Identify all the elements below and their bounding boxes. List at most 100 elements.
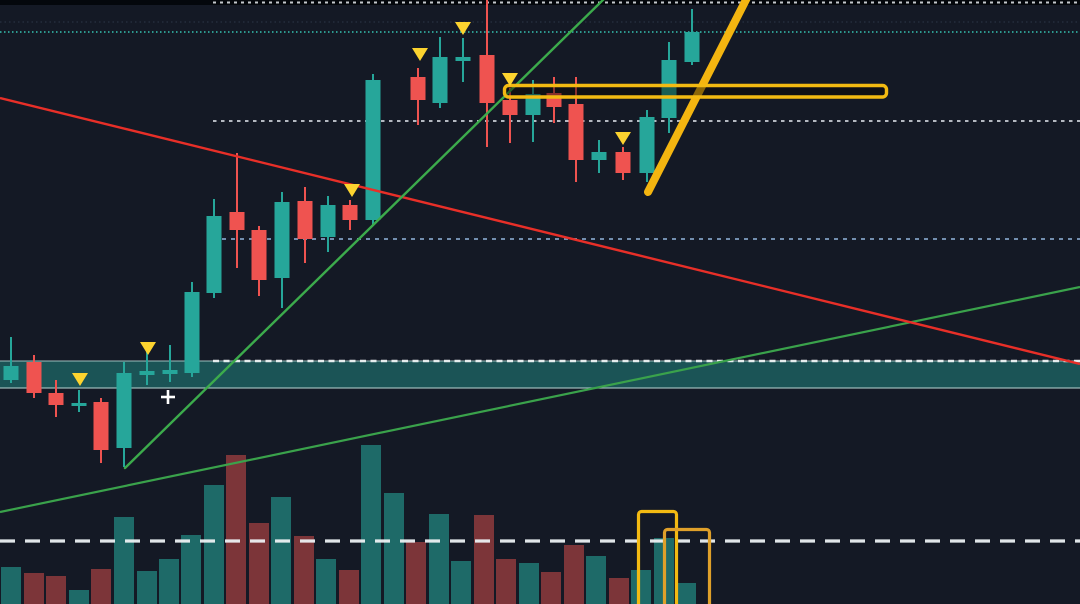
- volume-bar-down: [46, 576, 66, 604]
- candle-body: [479, 55, 495, 103]
- volume-bar-up: [271, 497, 291, 604]
- triangle-down-marker[interactable]: [140, 342, 156, 355]
- red-trend-line[interactable]: [0, 96, 1080, 366]
- volume-bar-down: [541, 572, 561, 604]
- candle-body: [26, 362, 42, 393]
- green-trend-line-steep[interactable]: [123, 0, 605, 470]
- candle-body: [139, 371, 155, 375]
- candle-body: [455, 57, 471, 61]
- candle-up: [639, 110, 655, 182]
- volume-bar-up: [316, 559, 336, 604]
- candle-body: [206, 216, 222, 293]
- candle-body: [591, 152, 607, 160]
- volume-bar-up: [676, 583, 696, 604]
- candle-body: [684, 32, 700, 62]
- volume-bar-up: [361, 445, 381, 604]
- candle-down: [615, 147, 631, 180]
- candle-up: [3, 337, 19, 383]
- candle-body: [568, 104, 584, 160]
- candle-up: [139, 348, 155, 385]
- candle-body: [297, 201, 313, 239]
- volume-bar-down: [226, 455, 246, 604]
- candle-up: [206, 199, 222, 298]
- volume-bar-up: [1, 567, 21, 604]
- yellow-volume-box-2[interactable]: [662, 527, 712, 604]
- volume-bar-up: [159, 559, 179, 604]
- volume-bar-down: [496, 559, 516, 604]
- candle-down: [297, 187, 313, 263]
- candle-body: [320, 205, 336, 237]
- volume-bar-up: [519, 563, 539, 604]
- candle-down: [48, 380, 64, 417]
- candle-body: [365, 80, 381, 220]
- candle-down: [342, 200, 358, 230]
- candle-down: [26, 355, 42, 398]
- volume-bar-up: [451, 561, 471, 604]
- candle-body: [93, 402, 109, 450]
- volume-bar-down: [294, 536, 314, 604]
- candle-body: [3, 366, 19, 380]
- volume-bar-down: [474, 515, 494, 604]
- candle-body: [184, 292, 200, 373]
- candle-body: [71, 403, 87, 406]
- volume-bar-up: [69, 590, 89, 604]
- volume-bar-up: [204, 485, 224, 604]
- triangle-down-marker[interactable]: [615, 132, 631, 145]
- candle-body: [48, 393, 64, 405]
- candle-body: [274, 202, 290, 278]
- volume-bar-down: [406, 542, 426, 604]
- volume-bar-up: [114, 517, 134, 604]
- volume-bar-down: [249, 523, 269, 604]
- candle-down: [251, 226, 267, 296]
- candle-body: [432, 57, 448, 103]
- candle-up: [432, 37, 448, 108]
- volume-bar-up: [181, 535, 201, 604]
- candle-body: [502, 100, 518, 115]
- candle-up: [525, 80, 541, 142]
- candle-up: [591, 140, 607, 173]
- candle-body: [162, 370, 178, 374]
- candle-body: [410, 77, 426, 100]
- candle-up: [684, 9, 700, 65]
- triangle-down-marker[interactable]: [502, 73, 518, 86]
- candle-up: [320, 196, 336, 252]
- triangle-down-marker[interactable]: [412, 48, 428, 61]
- volume-bar-up: [137, 571, 157, 604]
- candle-down: [568, 77, 584, 182]
- candle-down: [229, 153, 245, 268]
- yellow-price-range-box[interactable]: [502, 83, 889, 99]
- volume-bar-down: [91, 569, 111, 604]
- candle-body: [116, 373, 132, 448]
- candle-up: [71, 390, 87, 412]
- candle-body: [525, 94, 541, 115]
- volume-bar-up: [586, 556, 606, 604]
- candle-body: [251, 230, 267, 280]
- candle-up: [661, 42, 677, 133]
- triangle-down-marker[interactable]: [344, 184, 360, 197]
- yellow-thick-trend-line[interactable]: [644, 0, 751, 196]
- candle-down: [93, 398, 109, 463]
- yellow-volume-box-1[interactable]: [636, 509, 679, 604]
- candle-body: [615, 152, 631, 173]
- volume-bar-up: [429, 514, 449, 604]
- volume-bar-up: [631, 570, 651, 604]
- volume-bar-down: [24, 573, 44, 604]
- top-edge-strip: [0, 0, 1080, 5]
- triangle-down-marker[interactable]: [72, 373, 88, 386]
- candle-up: [162, 345, 178, 382]
- candle-down: [410, 68, 426, 125]
- candle-up: [184, 282, 200, 377]
- candle-down: [479, 0, 495, 147]
- volume-bar-down: [339, 570, 359, 604]
- green-trend-line-shallow[interactable]: [0, 285, 1080, 514]
- volume-bar-down: [609, 578, 629, 604]
- triangle-down-marker[interactable]: [455, 22, 471, 35]
- candle-body: [661, 60, 677, 118]
- crosshair-cursor: [161, 390, 175, 404]
- teal-supply-demand-zone[interactable]: [0, 361, 1080, 388]
- candle-up: [455, 38, 471, 82]
- candle-up: [116, 362, 132, 467]
- volume-bar-down: [564, 545, 584, 604]
